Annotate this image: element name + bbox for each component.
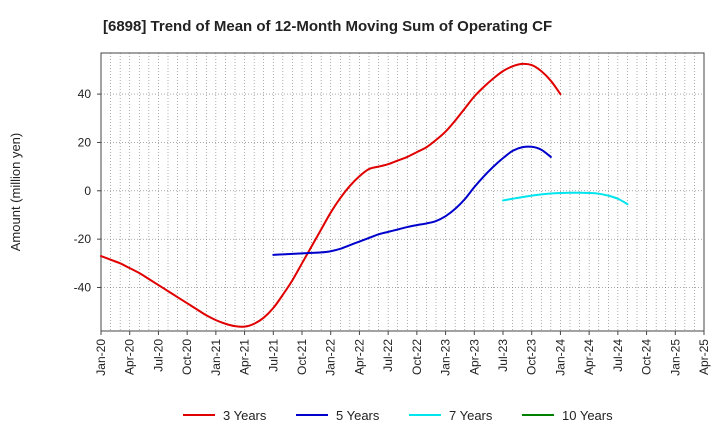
chart-title: [6898] Trend of Mean of 12-Month Moving … xyxy=(103,18,552,35)
series-line-7-years xyxy=(502,191,629,206)
legend-label-10-years: 10 Years xyxy=(562,408,613,423)
x-tick-label: Apr-24 xyxy=(582,339,596,375)
x-tick-label: Oct-20 xyxy=(180,339,194,375)
legend: 3 Years 5 Years 7 Years 10 Years xyxy=(183,408,613,423)
x-tick-label: Jan-24 xyxy=(553,339,567,376)
y-tick-label: -20 xyxy=(74,232,92,246)
x-tick-label: Apr-23 xyxy=(467,339,481,375)
x-axis-ticks: Jan-20 Apr-20 Jul-20 Oct-20 Jan-21 Apr-21 Jul-… xyxy=(94,331,711,376)
y-tick-label: 20 xyxy=(78,135,92,149)
x-tick-label: Jan-22 xyxy=(324,339,338,376)
x-tick-label: Jan-21 xyxy=(209,339,223,376)
legend-label-3-years: 3 Years xyxy=(223,408,267,423)
y-axis-ticks: 40 20 0 -20 -40 xyxy=(74,87,101,294)
y-tick-label: -40 xyxy=(74,280,92,294)
x-tick-label: Oct-22 xyxy=(410,339,424,375)
legend-label-7-years: 7 Years xyxy=(449,408,493,423)
y-tick-label: 40 xyxy=(78,87,92,101)
series-line-3-years xyxy=(100,62,562,328)
series-lines xyxy=(100,62,629,328)
x-tick-label: Apr-21 xyxy=(238,339,252,375)
y-tick-label: 0 xyxy=(84,184,91,198)
series-line-5-years xyxy=(272,145,552,256)
plot-area xyxy=(101,53,704,331)
x-tick-label: Jan-20 xyxy=(94,339,108,376)
y-axis-label: Amount (million yen) xyxy=(8,133,23,252)
legend-label-5-years: 5 Years xyxy=(336,408,380,423)
vertical-gridlines xyxy=(110,53,695,331)
x-tick-label: Jul-21 xyxy=(266,339,280,372)
x-tick-label: Jul-24 xyxy=(611,339,625,372)
x-tick-label: Jan-23 xyxy=(439,339,453,376)
x-tick-label: Jul-22 xyxy=(381,339,395,372)
x-tick-label: Apr-22 xyxy=(352,339,366,375)
x-tick-label: Apr-20 xyxy=(123,339,137,375)
x-tick-label: Oct-21 xyxy=(295,339,309,375)
x-tick-label: Oct-23 xyxy=(525,339,539,375)
plot-frame xyxy=(100,52,705,332)
x-tick-label: Jan-25 xyxy=(668,339,682,376)
x-tick-label: Jul-23 xyxy=(496,339,510,372)
x-tick-label: Jul-20 xyxy=(151,339,165,372)
x-tick-label: Apr-25 xyxy=(697,339,711,375)
x-tick-label: Oct-24 xyxy=(640,339,654,375)
